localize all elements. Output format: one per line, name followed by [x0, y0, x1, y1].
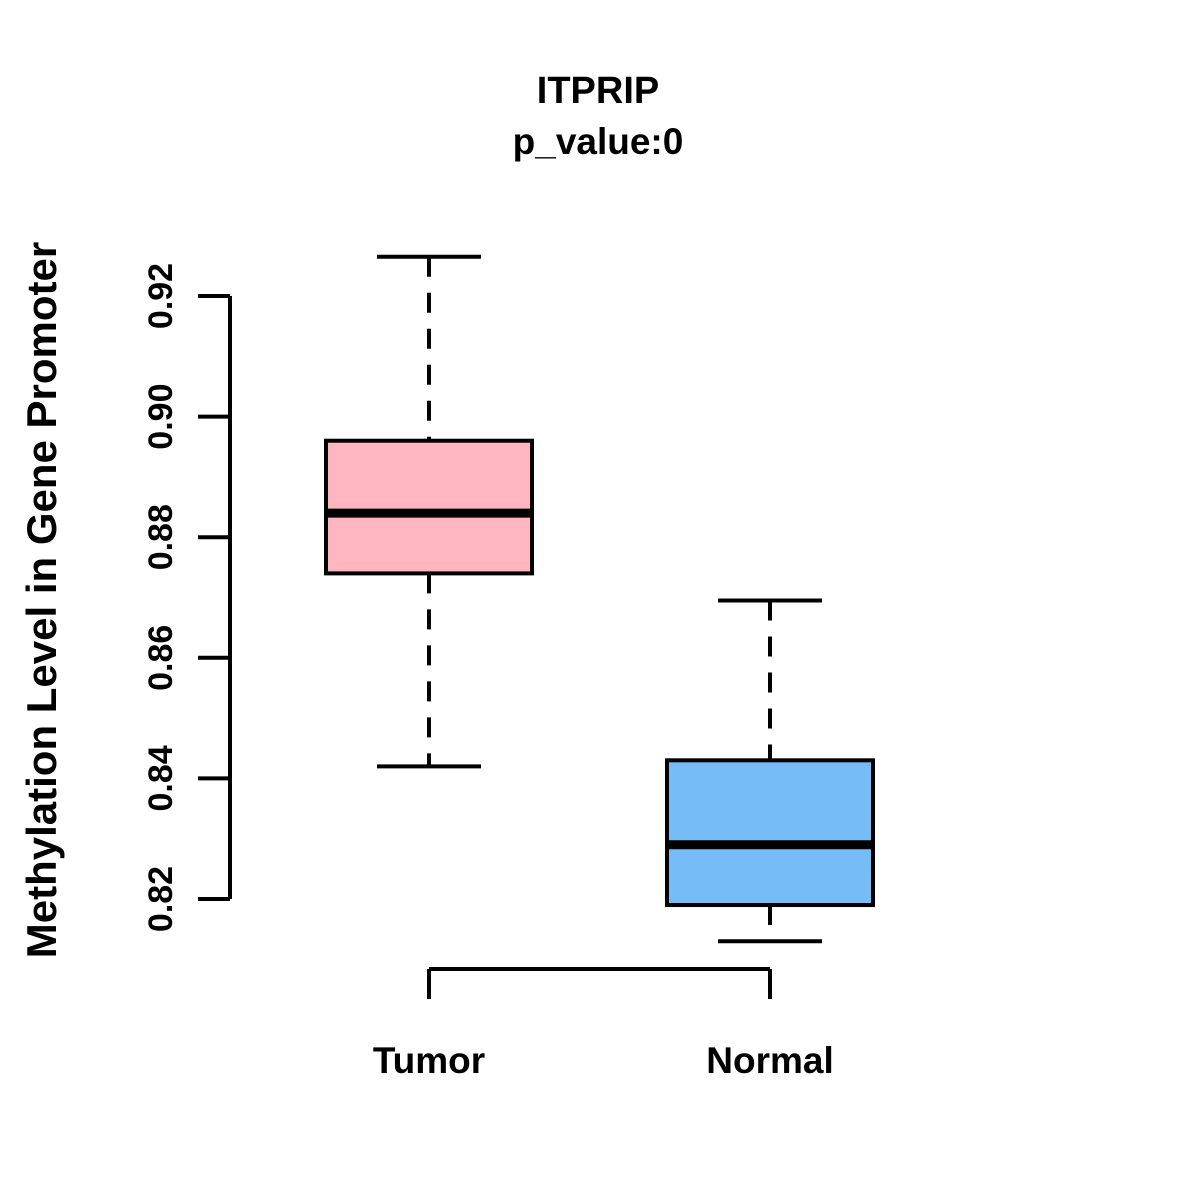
x-axis-label-tumor: Tumor — [373, 1040, 485, 1081]
y-axis-tick-label: 0.88 — [142, 504, 180, 570]
iqr-box-tumor — [324, 438, 534, 576]
y-axis-tick-label: 0.92 — [142, 263, 180, 329]
y-axis-tick-label: 0.82 — [142, 866, 180, 932]
chart-title: ITPRIP — [536, 70, 660, 112]
y-axis-tick-label: 0.86 — [142, 625, 180, 691]
y-axis-tick-label: 0.90 — [142, 384, 180, 450]
y-axis-tick-label: 0.84 — [142, 745, 180, 811]
chart-subtitle: p_value:0 — [512, 121, 684, 162]
iqr-box-normal — [665, 758, 875, 908]
x-axis-label-normal: Normal — [706, 1040, 833, 1081]
